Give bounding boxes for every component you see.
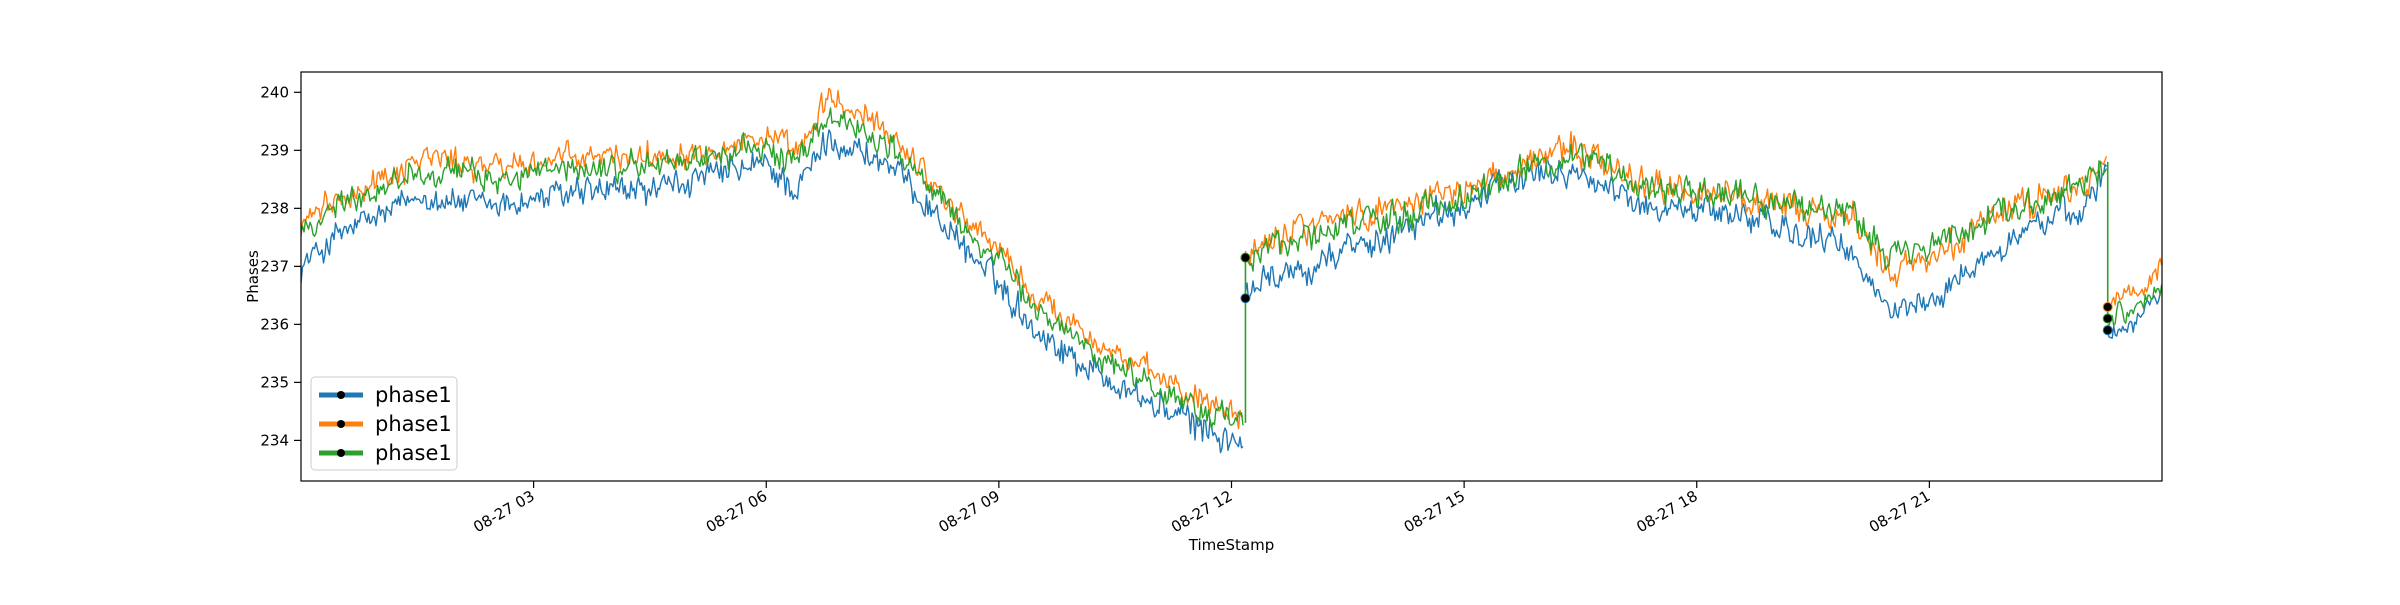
series-line: [301, 129, 1244, 454]
x-tick-label: 08-27 06: [703, 487, 770, 536]
y-tick-label: 234: [260, 431, 289, 449]
x-tick-label: 08-27 12: [1168, 487, 1235, 536]
legend: phase1 phase1 phase1: [310, 376, 458, 471]
x-axis-label: TimeStamp: [1188, 536, 1274, 554]
x-tick-label: 08-27 03: [470, 487, 537, 536]
x-tick-label: 08-27 09: [935, 487, 1002, 536]
data-point-marker: [1240, 293, 1251, 304]
marker-layer: [1240, 252, 2113, 336]
legend-marker: [337, 391, 345, 399]
data-point-marker: [2102, 313, 2113, 324]
legend-marker: [337, 420, 345, 428]
x-tick-label: 08-27 18: [1633, 487, 1700, 536]
legend-label: phase1: [375, 441, 452, 465]
data-point-marker: [1240, 252, 1251, 263]
series-line: [1245, 142, 2108, 272]
plot-frame: [300, 71, 2163, 482]
series-line: [2107, 257, 2162, 308]
x-axis-ticks: 08-27 03 08-27 06 08-27 09 08-27 12 08-27 15…: [470, 481, 1933, 536]
legend-frame: [310, 376, 458, 471]
y-tick-label: 238: [260, 199, 289, 217]
data-point-marker: [2102, 301, 2113, 312]
data-point-marker: [2102, 325, 2113, 336]
legend-label: phase1: [375, 383, 452, 407]
legend-label: phase1: [375, 412, 452, 436]
x-tick-label: 08-27 15: [1401, 487, 1468, 536]
y-axis-label: Phases: [244, 250, 262, 303]
y-axis-ticks: 234 235 236 237 238 239 240: [260, 83, 301, 449]
y-tick-label: 236: [260, 315, 289, 333]
y-tick-label: 240: [260, 83, 289, 101]
series-line: [2107, 284, 2162, 327]
series-line: [1244, 156, 2108, 319]
series-line: [301, 107, 1244, 429]
y-tick-label: 235: [260, 373, 289, 391]
y-tick-label: 239: [260, 141, 289, 159]
series-layer: [301, 87, 2162, 454]
x-tick-label: 08-27 21: [1866, 487, 1933, 536]
series-line: [1244, 130, 2108, 288]
legend-marker: [337, 449, 345, 457]
y-tick-label: 237: [260, 257, 289, 275]
